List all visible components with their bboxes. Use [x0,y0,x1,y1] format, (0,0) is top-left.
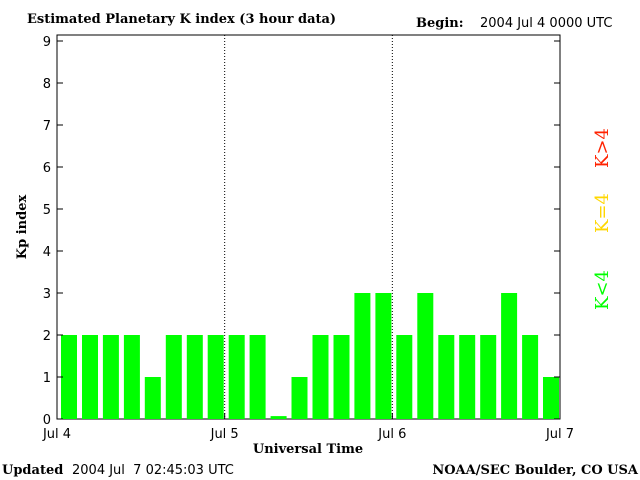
chart-title: Estimated Planetary K index (3 hour data… [27,12,336,27]
bar-series [61,293,559,419]
kp-bar [312,335,329,419]
y-tick-label: 8 [43,77,51,92]
x-axis-ticks: Jul 4 Jul 5 Jul 6 Jul 7 [42,413,574,442]
y-tick-label: 6 [43,161,51,176]
kp-bar [522,335,539,419]
kp-bar [291,377,308,419]
begin-value: 2004 Jul 4 0000 UTC [480,16,612,31]
kp-bar [228,335,245,419]
updated-value: 2004 Jul 7 02:45:03 UTC [72,463,234,478]
kp-bar [480,335,497,419]
day-dividers [224,35,393,419]
y-tick-label: 9 [43,35,51,50]
plot-area [56,34,561,420]
x-tick-label: Jul 7 [545,427,574,442]
kp-bar [459,335,476,419]
kp-bar [375,293,392,419]
credit-text: NOAA/SEC Boulder, CO USA [432,463,639,478]
kp-bar [354,293,371,419]
kp-bar [165,335,182,419]
kp-bar [186,335,203,419]
kp-bar [543,377,559,419]
legend-item: K=4 [592,193,613,233]
y-axis-ticks: 0 1 2 3 4 5 6 7 8 9 [43,35,560,428]
y-tick-label: 1 [43,371,51,386]
legend-item: K>4 [592,128,613,168]
legend-item: K<4 [592,270,613,310]
kp-bar [396,335,413,419]
kp-bar [417,293,434,419]
kp-bar [82,335,98,419]
kp-bar [61,335,77,419]
y-tick-label: 2 [43,329,51,344]
kp-bar [123,335,140,419]
x-tick-label: Jul 4 [42,427,71,442]
kp-bar [501,293,518,419]
legend: K<4 K=4 K>4 [592,128,613,310]
kp-bar [249,335,266,419]
y-tick-label: 7 [43,119,51,134]
y-tick-label: 4 [43,245,51,260]
updated-label: Updated [2,463,63,478]
y-tick-label: 0 [43,413,51,428]
x-axis-title: Universal Time [253,442,363,457]
y-tick-label: 5 [43,203,51,218]
x-tick-label: Jul 5 [210,427,239,442]
kp-bar [270,416,287,419]
kp-bar [207,335,224,419]
begin-label: Begin: [416,16,464,31]
kp-bar [333,335,350,419]
kp-bar [102,335,119,419]
x-tick-label: Jul 6 [377,427,406,442]
y-axis-title: Kp index [15,195,30,260]
y-tick-label: 3 [43,287,51,302]
kp-bar [144,377,161,419]
kp-bar [438,335,455,419]
